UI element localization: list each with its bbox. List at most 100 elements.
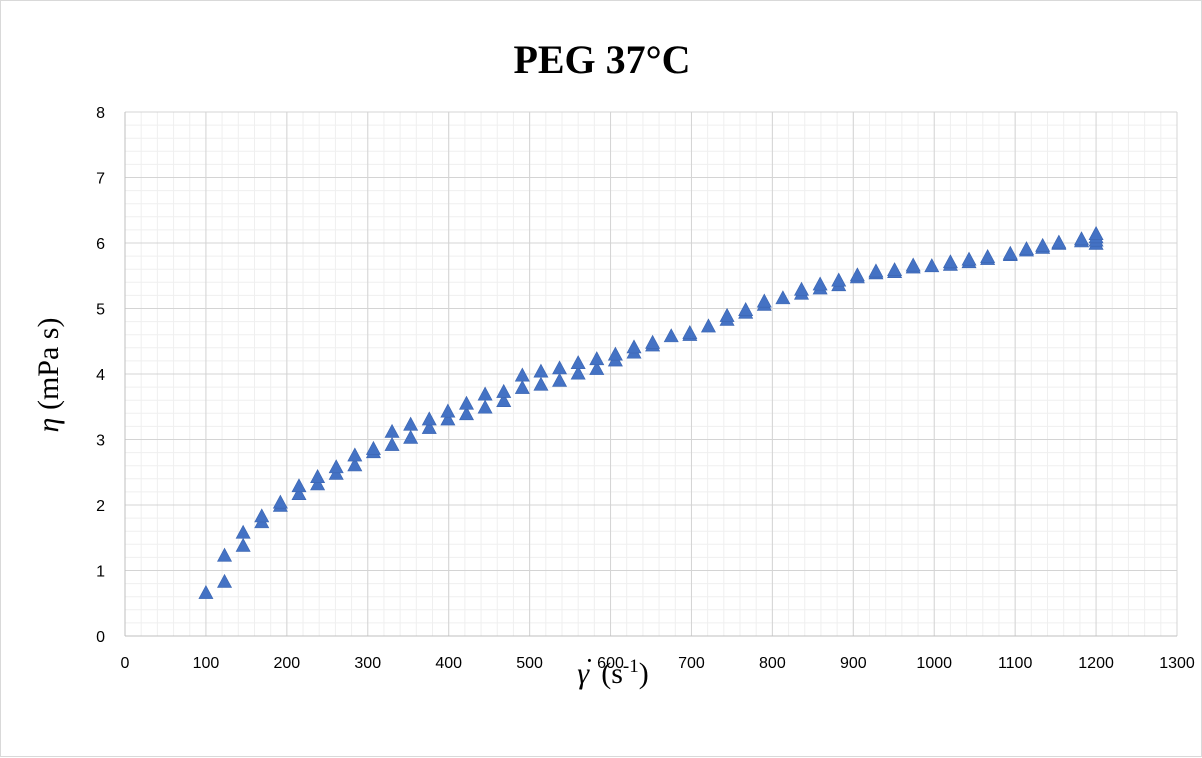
y-axis-unit: (mPa s) <box>32 318 65 418</box>
x-axis-label: γ· (s-1) <box>577 646 649 690</box>
data-point <box>645 334 661 349</box>
y-tick-label: 6 <box>96 236 105 253</box>
data-point <box>570 355 586 370</box>
x-tick-label: 700 <box>678 655 705 672</box>
data-point <box>1002 245 1018 260</box>
data-point <box>421 419 437 434</box>
data-point <box>570 365 586 380</box>
data-point <box>254 508 270 523</box>
y-tick-labels: 0 1 2 3 4 5 6 7 8 <box>96 105 105 646</box>
x-tick-labels: 0 100 200 300 400 500 600 700 800 900 1000 1100 1200… <box>121 655 1195 672</box>
data-point <box>235 537 251 552</box>
data-point <box>496 393 512 408</box>
data-point <box>794 281 810 296</box>
data-point <box>589 360 605 375</box>
data-point <box>942 254 958 269</box>
data-point <box>310 476 326 491</box>
data-point <box>421 411 437 426</box>
y-tick-label: 2 <box>96 498 105 515</box>
data-point <box>831 272 847 287</box>
x-tick-label: 1100 <box>998 655 1033 672</box>
x-tick-label: 600 <box>597 655 624 672</box>
data-point <box>514 379 530 394</box>
data-point <box>1074 231 1090 246</box>
data-point <box>217 547 233 562</box>
data-point <box>291 486 307 501</box>
x-tick-label: 1200 <box>1078 655 1114 672</box>
data-point <box>868 263 884 278</box>
data-point <box>291 478 307 493</box>
data-point <box>198 584 214 599</box>
x-tick-label: 800 <box>759 655 786 672</box>
y-axis-label: η (mPa s) <box>32 318 65 433</box>
data-point <box>1035 237 1051 252</box>
data-point <box>775 290 791 305</box>
data-point <box>961 251 977 266</box>
data-point <box>1018 241 1034 256</box>
data-point <box>477 386 493 401</box>
y-tick-label: 5 <box>96 302 105 319</box>
data-point <box>440 411 456 426</box>
x-axis-unit-exp: -1 <box>623 656 639 677</box>
x-tick-label: 400 <box>435 655 462 672</box>
data-point <box>384 436 400 451</box>
data-point <box>477 399 493 414</box>
axes <box>124 112 1177 637</box>
data-point <box>533 363 549 378</box>
data-point <box>384 423 400 438</box>
data-point <box>403 429 419 444</box>
data-point <box>235 524 251 539</box>
data-point <box>663 328 679 343</box>
data-point <box>924 258 940 273</box>
x-axis-unit-close: ) <box>639 657 649 690</box>
data-point <box>849 267 865 282</box>
data-point <box>310 469 326 483</box>
x-tick-label: 300 <box>354 655 381 672</box>
data-point <box>272 494 288 509</box>
data-point <box>1051 234 1067 249</box>
y-tick-label: 3 <box>96 433 105 450</box>
y-tick-label: 0 <box>96 629 105 646</box>
data-point <box>458 406 474 421</box>
y-tick-label: 1 <box>96 564 105 581</box>
x-tick-label: 1300 <box>1159 655 1195 672</box>
chart-title: PEG 37°C <box>513 37 690 82</box>
y-axis-symbol: η <box>32 418 65 433</box>
data-point <box>458 395 474 410</box>
data-point <box>756 293 772 308</box>
data-point <box>496 383 512 398</box>
data-point <box>365 440 381 455</box>
y-tick-label: 4 <box>96 367 105 384</box>
x-tick-label: 900 <box>840 655 867 672</box>
data-point <box>626 339 642 354</box>
data-point <box>347 447 363 462</box>
data-point <box>905 257 921 272</box>
data-point <box>347 457 363 472</box>
data-point <box>533 376 549 391</box>
data-point <box>887 262 903 277</box>
data-point <box>700 318 716 333</box>
data-point <box>440 403 456 418</box>
data-point <box>514 367 530 382</box>
data-point <box>607 346 623 361</box>
data-point <box>552 372 568 387</box>
x-axis-dot: · <box>585 646 594 675</box>
data-point <box>552 360 568 375</box>
data-point <box>217 573 233 588</box>
data-points <box>198 226 1104 599</box>
x-tick-label: 500 <box>516 655 543 672</box>
x-tick-label: 0 <box>121 655 130 672</box>
data-point <box>980 248 996 263</box>
y-tick-label: 7 <box>96 171 105 188</box>
x-axis-symbol: γ <box>577 657 590 690</box>
data-point <box>812 276 828 291</box>
data-point <box>328 459 344 474</box>
data-point <box>403 416 419 431</box>
y-tick-label: 8 <box>96 105 105 122</box>
data-point <box>1088 226 1104 240</box>
data-point <box>738 302 754 316</box>
x-tick-label: 1000 <box>916 655 952 672</box>
x-tick-label: 200 <box>273 655 300 672</box>
x-tick-label: 100 <box>193 655 220 672</box>
